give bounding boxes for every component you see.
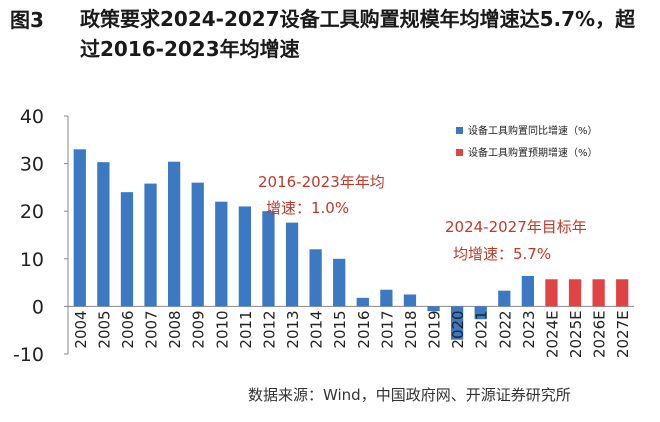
bar-2008 [167,161,181,307]
bar-2018 [403,294,417,307]
x-tick-label: 2016 [355,310,373,348]
x-tick-label: 2011 [237,310,255,348]
annotation-2-line-1: 2024-2027年目标年 [445,218,587,236]
annotation-1-line-1: 2016-2023年年均 [258,173,385,191]
bar-2016 [356,297,369,307]
bar-2011 [238,206,251,307]
y-tick-label: -10 [13,344,44,366]
x-tick-label: 2025E [567,310,585,358]
bar-2009 [191,182,204,307]
x-tick-label: 2018 [402,310,420,348]
x-tick-label: 2021 [473,310,491,348]
x-tick-label: 2010 [213,310,231,348]
chart-title: 政策要求2024-2027设备工具购置规模年均增速达5.7%，超过2016-20… [80,7,636,61]
x-tick-label: 2007 [143,310,161,348]
bar-2006 [120,192,134,307]
x-tick-label: 2020 [449,310,467,348]
legend-label-2: 设备工具购置预期增速（%） [468,146,598,159]
bar-2015 [333,258,346,307]
x-tick-label: 2019 [426,310,444,348]
y-tick-label: 40 [20,106,44,128]
x-tick-label: 2017 [378,310,396,348]
x-tick-label: 2006 [119,310,137,348]
legend-label-1: 设备工具购置同比增速（%） [468,124,598,137]
legend-swatch-1 [456,127,463,134]
x-tick-label: 2024E [543,310,561,358]
x-tick-label: 2013 [284,310,302,348]
annotation-2-line-2: 均增速：5.7% [453,245,551,263]
y-tick-label: 30 [20,154,44,176]
bar-2014 [309,249,322,307]
bar-2012 [262,211,275,307]
x-tick-label: 2015 [331,310,349,348]
bar-2023 [521,275,534,307]
bar-2027E [616,279,629,307]
bar-2022 [498,290,511,307]
bar-2005 [97,162,110,307]
x-tick-label: 2009 [190,310,208,348]
bar-2019 [427,306,440,312]
x-tick-label: 2004 [72,310,90,348]
bar-2026E [592,279,605,307]
x-tick-label: 2023 [520,310,538,348]
x-tick-label: 2005 [95,310,113,348]
bar-2017 [380,289,393,307]
y-tick-label: 0 [32,296,44,318]
bar-2013 [285,222,299,307]
bar-2010 [215,201,228,307]
bar-2025E [568,279,582,307]
annotation-1-line-2: 增速：1.0% [266,199,349,217]
x-tick-label: 2027E [614,310,632,358]
x-tick-label: 2026E [591,310,609,358]
bar-2020 [450,306,464,340]
x-tick-label: 2012 [260,310,278,348]
x-tick-label: 2008 [166,310,184,348]
x-tick-label: 2022 [496,310,514,348]
figure-label: 图3 [10,8,44,32]
source-note: 数据来源：Wind，中国政府网、开源证券研究所 [248,386,571,404]
bar-2007 [144,183,157,307]
legend-swatch-2 [456,149,463,156]
y-tick-label: 10 [20,249,44,271]
bar-2004 [73,149,86,307]
bar-2024E [545,279,558,307]
x-tick-label: 2014 [308,310,326,348]
y-tick-label: 20 [20,201,44,223]
bar-2021 [474,306,487,320]
